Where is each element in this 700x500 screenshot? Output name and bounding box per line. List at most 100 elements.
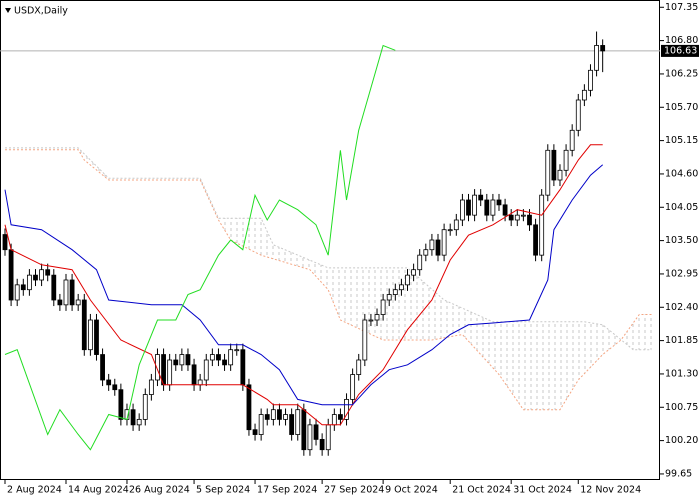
- y-tick-label: 106.80: [665, 35, 698, 46]
- candle-body: [142, 394, 148, 420]
- candle: [588, 64, 593, 97]
- candle-body: [155, 354, 160, 381]
- candle-body: [551, 149, 557, 181]
- candle-body: [588, 69, 593, 91]
- candle: [14, 278, 20, 307]
- candle-body: [441, 229, 447, 256]
- candle: [411, 263, 417, 282]
- candle-body: [319, 438, 325, 451]
- candle-body: [81, 299, 87, 351]
- indicator-line: [4, 164, 604, 406]
- y-tick-label: 102.40: [665, 302, 698, 313]
- candle: [45, 263, 51, 282]
- candle: [441, 223, 447, 262]
- x-tick-label: 26 Aug 2024: [129, 485, 190, 496]
- candle: [136, 413, 142, 431]
- candle: [228, 343, 234, 371]
- candle: [234, 343, 240, 356]
- candle-body: [496, 199, 502, 206]
- candle: [240, 343, 246, 391]
- candle-body: [478, 194, 484, 201]
- candle-body: [283, 414, 288, 420]
- candle-body: [191, 364, 197, 386]
- candle: [75, 293, 81, 311]
- y-tick-label: 106.25: [665, 68, 698, 79]
- candle: [264, 408, 270, 426]
- candle-body: [57, 299, 63, 306]
- candle: [203, 353, 209, 387]
- candle: [563, 144, 569, 177]
- candle: [57, 293, 63, 311]
- candle-body: [514, 214, 520, 221]
- candle-body: [356, 359, 362, 375]
- candle: [26, 269, 32, 296]
- candle: [173, 353, 179, 371]
- price-label: 106.63: [664, 45, 697, 56]
- candle: [313, 418, 319, 446]
- candle: [399, 278, 404, 296]
- candle: [380, 293, 386, 321]
- candle-body: [362, 319, 368, 361]
- candle-body: [423, 249, 429, 256]
- candle: [69, 273, 75, 311]
- y-tick-label: 104.60: [665, 168, 698, 179]
- candle-body: [197, 379, 203, 386]
- candle-body: [374, 314, 380, 321]
- candle-body: [246, 384, 252, 431]
- chart-title: USDX,Daily: [14, 6, 68, 17]
- indicator-line: [4, 144, 603, 426]
- candle: [112, 378, 118, 396]
- candle: [386, 288, 392, 307]
- x-tick-label: 12 Nov 2024: [580, 485, 641, 496]
- y-tick-label: 100.75: [665, 402, 698, 413]
- candle-body: [252, 429, 258, 435]
- candle: [94, 313, 99, 361]
- candle-body: [466, 199, 471, 216]
- candle-body: [527, 214, 532, 226]
- candle-body: [63, 279, 69, 306]
- candle: [118, 383, 124, 426]
- candle: [447, 223, 453, 236]
- candle-body: [264, 414, 270, 420]
- candle: [209, 348, 215, 367]
- x-tick-label: 9 Oct 2024: [385, 485, 438, 496]
- candle: [435, 233, 441, 262]
- candle-body: [331, 414, 337, 426]
- cloud-span-b: [5, 147, 652, 351]
- candle-body: [26, 274, 32, 291]
- y-tick-label: 103.50: [665, 235, 698, 246]
- candle-body: [289, 414, 295, 435]
- candle: [142, 388, 148, 426]
- candle-body: [87, 319, 93, 351]
- candle-body: [258, 414, 264, 435]
- candle-body: [295, 409, 301, 435]
- candle-body: [508, 214, 514, 221]
- y-tick-label: 104.05: [665, 202, 698, 213]
- y-tick-label: 101.30: [665, 368, 698, 379]
- candle: [581, 84, 587, 107]
- candle-body: [45, 269, 51, 276]
- candle-body: [69, 279, 75, 306]
- candle-body: [33, 274, 38, 281]
- candle: [472, 189, 477, 222]
- candle-body: [533, 224, 538, 256]
- candle-body: [277, 409, 282, 420]
- candle: [344, 393, 349, 426]
- candle: [362, 313, 368, 367]
- candle-body: [460, 199, 465, 221]
- y-tick-label: 105.70: [665, 102, 698, 113]
- candle-body: [490, 199, 496, 216]
- candle-body: [368, 319, 374, 322]
- candle: [277, 403, 282, 426]
- candle-body: [118, 389, 124, 420]
- candle-body: [179, 354, 185, 366]
- candle-body: [435, 239, 441, 256]
- candle-body: [234, 349, 240, 352]
- y-tick-label: 101.85: [665, 335, 698, 346]
- candle: [252, 423, 258, 441]
- candle-body: [447, 229, 453, 232]
- candle-body: [240, 349, 246, 386]
- candle: [39, 263, 44, 287]
- candle: [100, 348, 105, 387]
- candle-body: [417, 254, 423, 271]
